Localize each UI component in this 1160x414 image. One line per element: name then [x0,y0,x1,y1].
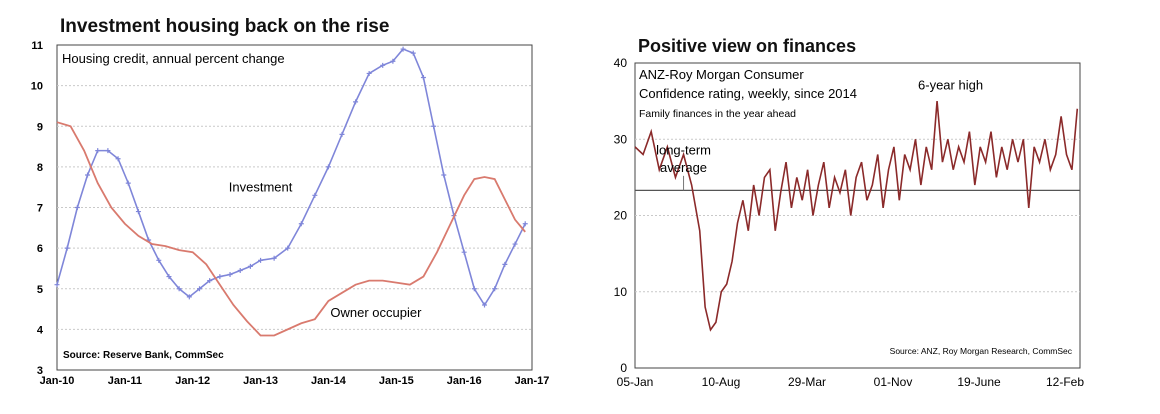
x-tick-label: 05-Jan [617,375,654,389]
y-tick-label: 6 [37,243,43,255]
investment-point [285,245,291,251]
family-finances-series-line [634,101,1079,332]
investment-point [366,70,372,76]
series-annotation: Owner occupier [330,305,422,320]
y-tick-label: 0 [620,361,627,375]
investment-point [441,172,447,178]
investment-point [380,62,386,68]
x-tick-label: 19-June [957,375,1001,389]
investment-point [258,257,264,263]
finances-chart-panel: Positive view on finances 0 10 20 30 40 05-Ja… [590,0,1160,414]
investment-point [54,282,60,288]
investment-point [64,245,70,251]
investment-point [115,156,121,162]
x-tick-label: Jan-16 [447,375,482,387]
y-tick-label: 30 [614,132,628,146]
investment-point [247,263,253,269]
investment-point [325,164,331,170]
y-tick-label: 4 [37,324,44,336]
investment-point [207,278,213,284]
y-tick-label: 3 [37,365,43,377]
y-tick-label: 5 [37,284,43,296]
investment-point [410,50,416,56]
investment-point [471,286,477,292]
y-tick-label: 20 [614,209,628,223]
x-tick-label: 01-Nov [874,375,913,389]
x-tick-label: Jan-10 [40,375,75,387]
investment-point [95,148,101,154]
investment-point [197,286,202,292]
y-tick-label: 8 [37,162,43,174]
investment-point [237,267,243,273]
investment-point [166,274,172,280]
investment-point [339,131,345,137]
chart-annotation: average [660,160,707,175]
chart-subtitle-line: ANZ-Roy Morgan Consumer [639,67,804,82]
investment-point [400,46,406,52]
investment-point [420,75,426,80]
chart-subtitle-line: Confidence rating, weekly, since 2014 [639,86,857,101]
investment-point [176,286,182,292]
x-tick-label: Jan-15 [379,375,414,387]
investment-point [85,172,91,178]
y-tick-label: 11 [31,40,43,52]
investment-point [74,205,80,210]
y-tick-label: 40 [614,56,628,70]
chart-annotation: long-term [656,143,711,158]
chart-annotation: 6-year high [918,78,983,93]
investment-point [227,272,233,278]
investment-point [156,257,162,263]
investment-point [135,209,141,215]
x-tick-label: 29-Mar [788,375,826,389]
investment-point [522,221,528,227]
y-tick-label: 9 [37,121,43,133]
chart-source: Source: Reserve Bank, CommSec [63,350,224,361]
plot-area [634,62,1081,369]
x-tick-label: 12-Feb [1046,375,1084,389]
investment-point [312,192,318,198]
x-tick-label: Jan-13 [243,375,278,387]
x-tick-label: Jan-17 [515,375,550,387]
chart-subtitle-line: Family finances in the year ahead [639,108,796,120]
x-tick-label: Jan-14 [311,375,347,387]
series-annotation: Investment [229,179,293,194]
finances-chart: 0 10 20 30 40 05-Jan 10-Aug 29-Mar 01-Nov 19-June… [614,56,1085,389]
y-tick-label: 10 [614,285,628,299]
investment-series-line [56,48,526,307]
investment-point [390,58,396,64]
investment-point [105,148,111,154]
x-tick-label: Jan-12 [175,375,210,387]
owner-occupier-series-line [56,121,526,337]
investment-housing-chart-panel: Investment housing back on the rise 3 4 5 6… [0,0,570,414]
investment-point [186,294,192,300]
chart-subtitle: Housing credit, annual percent change [62,51,285,66]
investment-point [271,255,277,261]
investment-point [502,261,508,267]
x-tick-label: Jan-11 [108,375,142,387]
investment-point [431,123,437,129]
y-tick-label: 7 [37,203,43,215]
investment-point [482,302,487,308]
chart-title-right: Positive view on finances [638,36,857,56]
investment-point [217,274,223,280]
investment-point [298,221,304,227]
investment-point [353,99,359,105]
chart-title-left: Investment housing back on the rise [60,16,390,37]
investment-point [125,180,131,186]
investment-point [461,249,467,255]
investment-point [492,286,498,292]
x-tick-label: 10-Aug [702,375,741,389]
investment-point [512,241,518,247]
y-tick-label: 10 [31,81,43,93]
investment-housing-chart: 3 4 5 6 7 8 9 10 11 Jan-10 Jan-11 Jan-12 Jan-13 Jan-1… [31,40,550,387]
chart-source: Source: ANZ, Roy Morgan Research, CommSe… [890,346,1073,356]
